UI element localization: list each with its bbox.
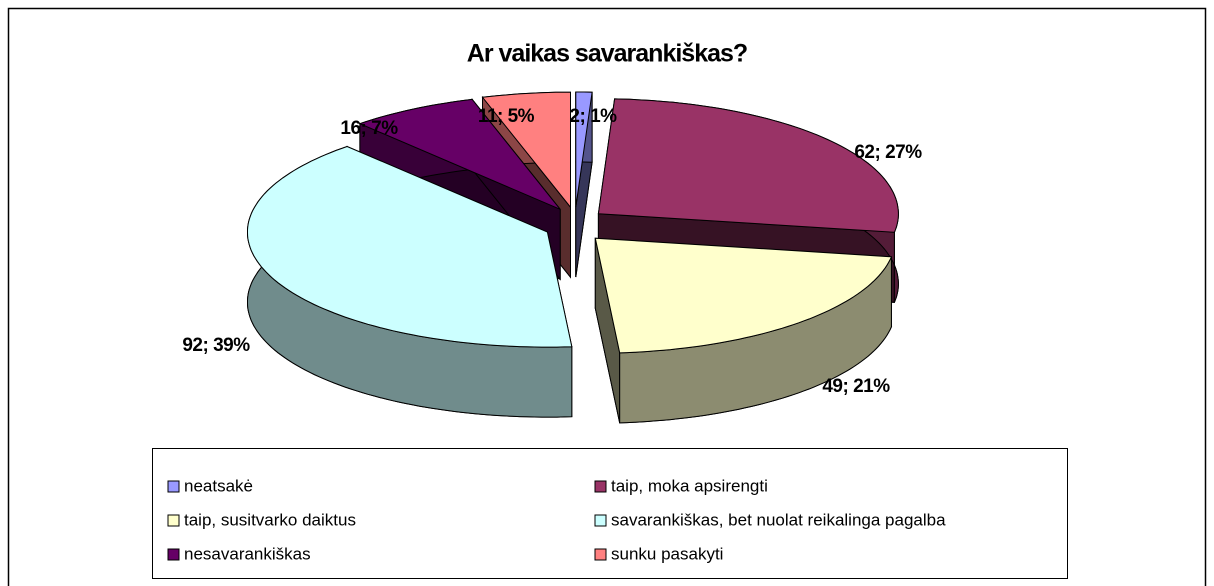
slice-top (247, 145, 573, 348)
data-label: 11; 5% (478, 106, 535, 127)
data-label: 92; 39% (182, 335, 250, 356)
slice (594, 237, 893, 424)
legend-label: savarankiškas, bet nuolat reikalinga pag… (611, 510, 946, 529)
data-label: 62; 27% (854, 142, 922, 163)
legend-label: taip, susitvarko daiktus (184, 510, 356, 529)
legend-swatch (594, 514, 607, 527)
chart-title: Ar vaikas savarankiškas? (467, 40, 747, 68)
legend-label: neatsakė (184, 476, 253, 495)
slice (247, 145, 573, 418)
legend-label: sunku pasakyti (611, 544, 723, 563)
legend-swatch (167, 514, 180, 527)
slice-top (358, 98, 561, 210)
legend-label: taip, moka apsirengti (611, 476, 768, 495)
data-label: 49; 21% (822, 376, 890, 397)
legend-swatch (167, 548, 180, 561)
legend-label: nesavarankiškas (184, 544, 311, 563)
legend-swatch (594, 548, 607, 561)
slice-top (481, 91, 571, 209)
slice-top (597, 98, 899, 233)
data-label: 2; 1% (569, 106, 617, 127)
slice-top (594, 237, 893, 354)
legend-swatch (167, 480, 180, 493)
data-label: 16; 7% (340, 118, 398, 139)
legend-box (152, 448, 1068, 579)
slice-top (575, 91, 593, 208)
slice (575, 91, 593, 278)
legend-swatch (594, 480, 607, 493)
